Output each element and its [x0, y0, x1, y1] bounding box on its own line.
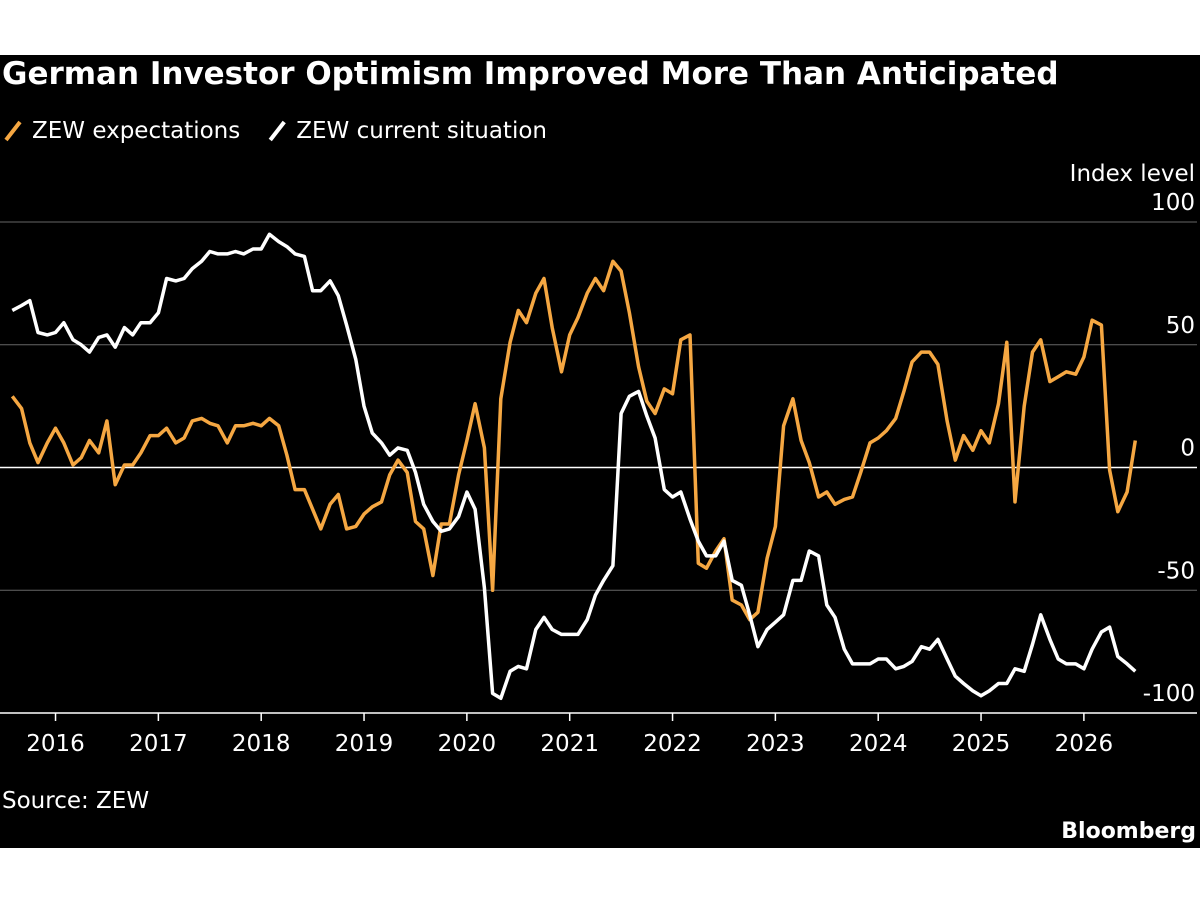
series-line: [10, 259, 1138, 622]
y-tick-label: -100: [1143, 681, 1195, 707]
legend: ZEW expectations ZEW current situation: [4, 118, 547, 144]
x-tick-label: 2020: [438, 731, 497, 757]
series-line: [11, 232, 1137, 701]
brand: Bloomberg: [1061, 819, 1196, 844]
y-tick-label: 50: [1166, 313, 1195, 339]
chart-title: German Investor Optimism Improved More T…: [2, 56, 1059, 92]
x-tick-label: 2016: [26, 731, 85, 757]
x-tick-label: 2017: [129, 731, 188, 757]
x-tick-label: 2018: [232, 731, 291, 757]
background: [0, 55, 1200, 848]
x-tick-label: 2021: [540, 731, 599, 757]
legend-marker: [268, 120, 286, 142]
y-tick-label: -50: [1157, 558, 1195, 584]
x-tick-label: 2024: [849, 731, 908, 757]
x-tick-label: 2026: [1055, 731, 1114, 757]
y-tick-label: 100: [1151, 190, 1195, 216]
y-axis-title: Index level: [1070, 161, 1195, 187]
y-tick-label: 0: [1180, 436, 1195, 462]
x-tick-label: 2025: [952, 731, 1011, 757]
legend-label: ZEW current situation: [296, 118, 547, 144]
x-tick-label: 2023: [746, 731, 805, 757]
source: Source: ZEW: [2, 788, 149, 814]
legend-label: ZEW expectations: [32, 118, 240, 144]
x-tick-label: 2019: [335, 731, 394, 757]
x-tick-label: 2022: [643, 731, 702, 757]
legend-marker: [4, 120, 22, 142]
